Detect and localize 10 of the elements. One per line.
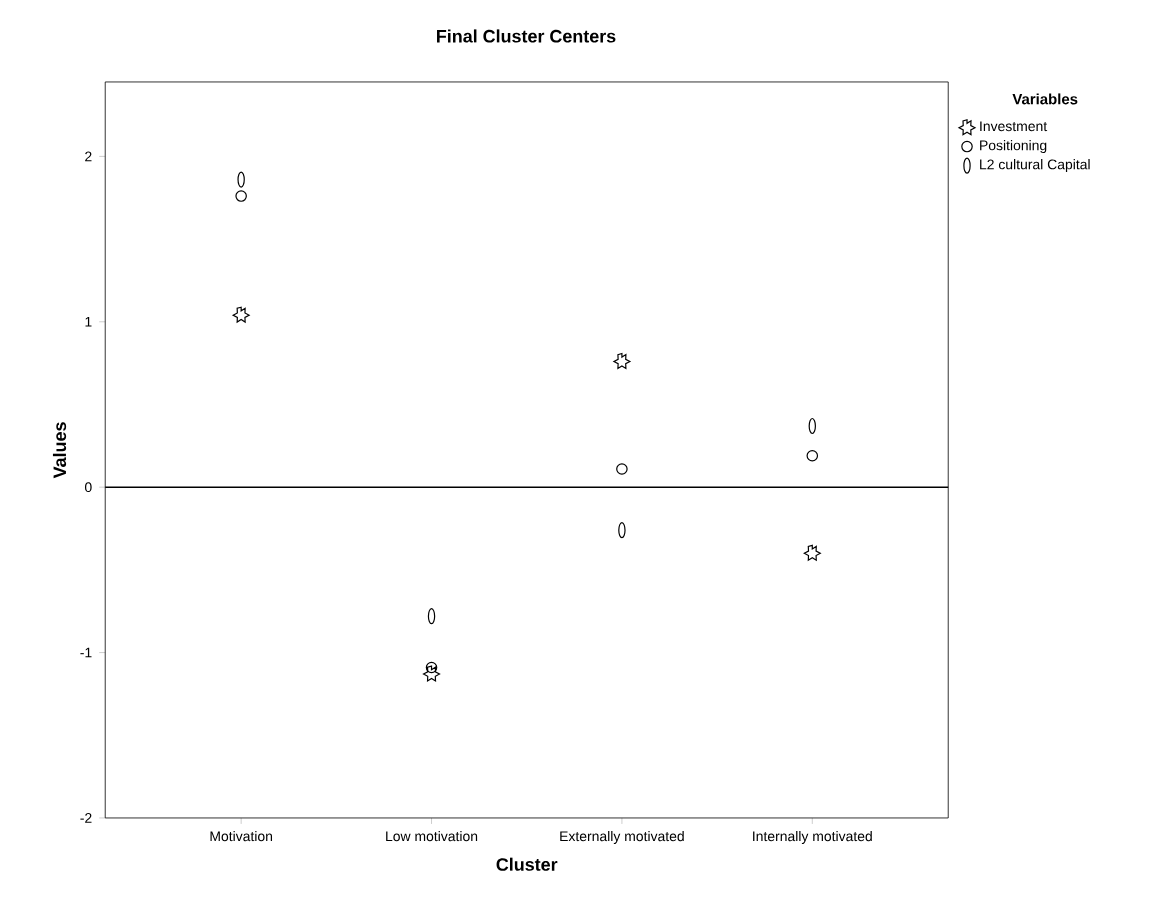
chart-title: Final Cluster Centers [437,29,616,43]
point [803,544,821,561]
point [616,463,628,475]
point [613,352,631,369]
point [232,306,250,323]
point [425,661,438,674]
point [806,449,819,462]
y-axis-title: Values [52,422,67,479]
x-axis-title: Cluster [496,857,558,871]
point [235,190,247,202]
